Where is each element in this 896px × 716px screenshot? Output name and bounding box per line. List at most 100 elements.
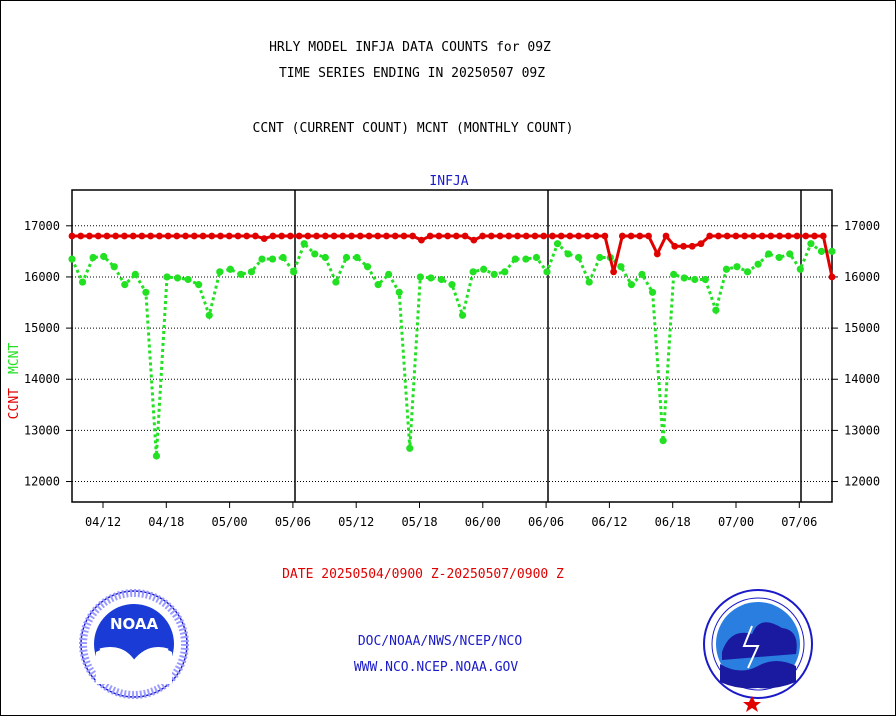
mcnt-point <box>110 263 118 271</box>
mcnt-point <box>184 275 192 284</box>
ccnt-point <box>540 232 548 240</box>
footer-website: WWW.NCO.NCEP.NOAA.GOV <box>354 660 519 675</box>
ccnt-point <box>409 232 417 240</box>
mcnt-point <box>680 274 688 282</box>
ccnt-point <box>723 232 731 240</box>
ccnt-point <box>313 232 320 240</box>
mcnt-point <box>638 270 646 278</box>
ccnt-point <box>208 232 216 240</box>
chart-title-line1: HRLY MODEL INFJA DATA COUNTS for 09Z <box>269 40 551 55</box>
ccnt-point <box>426 232 434 240</box>
ccnt-point <box>147 232 155 240</box>
footer-org-path: DOC/NOAA/NWS/NCEP/NCO <box>358 634 523 649</box>
mcnt-point <box>311 250 319 258</box>
series-mcnt <box>68 240 836 460</box>
y-tick-label-right: 14000 <box>844 372 880 386</box>
mcnt-point <box>195 281 203 289</box>
ccnt-point <box>252 232 259 240</box>
mcnt-point <box>596 253 604 262</box>
ccnt-point <box>758 232 766 240</box>
ccnt-point <box>444 232 452 240</box>
y-tick-label-right: 16000 <box>844 270 880 284</box>
mcnt-point <box>374 281 382 289</box>
mcnt-point <box>828 247 836 255</box>
mcnt-point <box>796 265 804 273</box>
day-dividers <box>294 190 802 502</box>
noaa-logo-text: NOAA <box>110 615 159 633</box>
ccnt-point <box>479 232 486 240</box>
ccnt-point <box>828 273 836 281</box>
ccnt-point <box>190 232 198 240</box>
mcnt-point <box>258 255 266 263</box>
mcnt-point <box>532 253 541 262</box>
mcnt-point <box>553 240 562 248</box>
ccnt-point <box>339 232 347 240</box>
mcnt-point <box>712 306 720 314</box>
x-tick-label: 07/00 <box>718 515 754 529</box>
x-tick-label: 04/12 <box>85 515 121 529</box>
mcnt-point <box>733 263 741 271</box>
mcnt-point <box>247 268 256 276</box>
mcnt-point <box>480 265 488 273</box>
y-tick-label-right: 15000 <box>844 321 880 335</box>
ccnt-point <box>557 232 565 240</box>
ccnt-point <box>374 232 382 240</box>
mcnt-point <box>427 274 435 282</box>
ccnt-point <box>348 232 355 240</box>
y-axis-label-mcnt: MCNT <box>7 343 22 374</box>
ccnt-point <box>706 232 714 240</box>
chart-title-line2: TIME SERIES ENDING IN 20250507 09Z <box>279 66 545 81</box>
y-tick-label-right: 12000 <box>844 475 880 489</box>
x-tick-label: 05/12 <box>338 515 374 529</box>
ccnt-point <box>741 232 749 240</box>
mcnt-point <box>173 274 182 282</box>
mcnt-point <box>627 281 636 289</box>
mcnt-point <box>575 253 583 262</box>
mcnt-point <box>691 275 699 284</box>
x-tick-label: 05/18 <box>401 515 437 529</box>
mcnt-point <box>395 288 403 296</box>
ccnt-point <box>286 232 294 240</box>
mcnt-point <box>142 288 150 296</box>
mcnt-point <box>226 265 234 273</box>
mcnt-point <box>100 252 108 261</box>
x-tick-label: 05/06 <box>275 515 311 529</box>
ccnt-point <box>77 232 85 240</box>
mcnt-point <box>205 311 213 319</box>
ccnt-point <box>391 232 399 240</box>
mcnt-point <box>786 250 794 258</box>
y-axis-label-group: CCNT MCNT <box>7 343 22 420</box>
x-tick-label: 06/00 <box>465 515 501 529</box>
ccnt-point <box>715 232 722 240</box>
y-ticks-left: 12000 13000 14000 15000 16000 17000 <box>24 219 72 489</box>
ccnt-point <box>697 240 705 248</box>
ccnt-point <box>400 232 408 240</box>
y-axis-label-ccnt: CCNT <box>7 388 22 419</box>
mcnt-point <box>754 260 762 268</box>
mcnt-point <box>279 253 287 262</box>
ccnt-point <box>522 232 530 240</box>
ccnt-point <box>225 232 233 240</box>
date-range: DATE 20250504/0900 Z-20250507/0900 Z <box>282 567 564 582</box>
ccnt-point <box>121 232 128 240</box>
x-tick-label: 06/18 <box>655 515 691 529</box>
ccnt-point <box>234 232 242 240</box>
ccnt-point <box>321 232 329 240</box>
ccnt-point <box>295 232 303 240</box>
ccnt-point <box>330 232 338 240</box>
ccnt-point <box>304 232 312 240</box>
x-tick-label: 06/06 <box>528 515 564 529</box>
mcnt-point <box>522 255 530 263</box>
ccnt-point <box>496 232 504 240</box>
mcnt-point <box>564 250 572 258</box>
mcnt-point <box>68 255 76 263</box>
mcnt-point <box>406 444 414 452</box>
x-tick-label: 04/18 <box>148 515 184 529</box>
mcnt-point <box>490 270 498 278</box>
mcnt-point <box>807 240 815 248</box>
mcnt-point <box>743 268 752 276</box>
ccnt-point <box>112 232 120 240</box>
ccnt-point <box>461 232 469 240</box>
